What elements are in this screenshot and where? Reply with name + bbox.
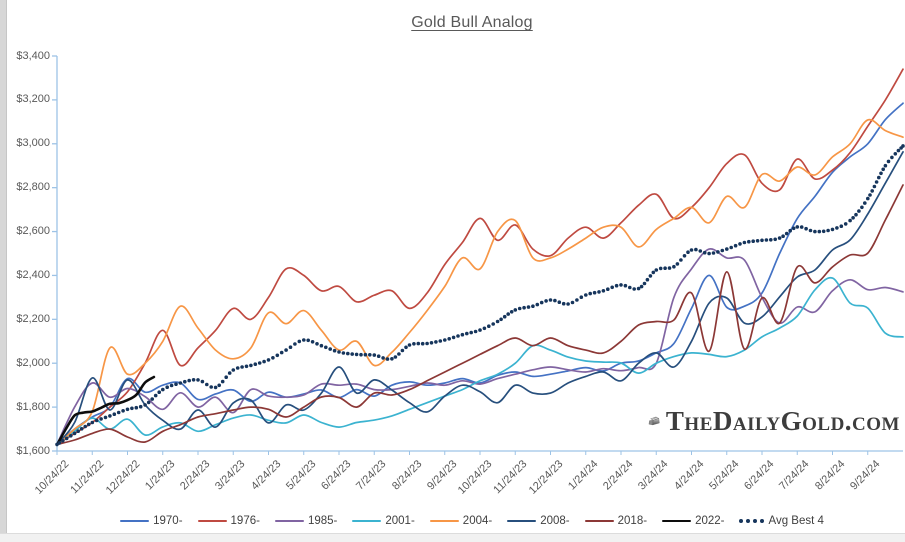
- legend-label: 1985-: [307, 515, 338, 527]
- chart-title: Gold Bull Analog: [411, 14, 533, 31]
- y-axis-label: $2,800: [16, 181, 50, 194]
- legend-line-swatch: [274, 519, 304, 523]
- window-left-edge: [0, 0, 7, 541]
- series-2001-: [56, 276, 904, 446]
- series-1970-: [56, 102, 904, 446]
- legend-label: 2008-: [540, 515, 570, 527]
- legend-line-swatch: [429, 519, 459, 523]
- y-axis-label: $2,000: [16, 356, 50, 369]
- y-axis-label: $2,200: [16, 312, 50, 325]
- legend-item-avg-best-4: Avg Best 4: [739, 515, 824, 527]
- legend-label: 1976-: [230, 515, 260, 527]
- window-bottom-edge: [0, 533, 905, 542]
- y-axis-label: $3,200: [16, 93, 50, 106]
- legend-line-swatch: [352, 519, 382, 523]
- series-1976-: [56, 68, 904, 446]
- series-2018-: [56, 184, 904, 446]
- legend-label: 2022-: [695, 515, 725, 527]
- series-avg-best-4: [55, 144, 905, 447]
- legend-item-2022-: 2022-: [662, 515, 724, 527]
- y-axis-label: $2,600: [16, 225, 50, 238]
- watermark-logo: TheDailyGold.com: [648, 398, 900, 444]
- legend-label: 1970-: [153, 515, 183, 527]
- legend-line-swatch: [584, 519, 614, 523]
- y-axis-label: $3,400: [16, 49, 50, 62]
- legend-line-swatch: [120, 519, 150, 523]
- y-axis-label: $2,400: [16, 268, 50, 281]
- legend-item-2018-: 2018-: [584, 515, 648, 527]
- series-2022-: [55, 375, 156, 447]
- series-2004-: [56, 118, 904, 446]
- y-axis-label: $3,000: [16, 137, 50, 150]
- chart-legend: 1970- 1976- 1985- 2001- 2004- 2008- 2018- 2022-…: [57, 511, 887, 531]
- legend-item-1970-: 1970-: [120, 515, 183, 527]
- legend-line-swatch: [662, 519, 692, 523]
- legend-label: 2001-: [385, 515, 415, 527]
- legend-item-1985-: 1985-: [274, 515, 338, 527]
- legend-item-2008-: 2008-: [507, 515, 570, 527]
- legend-line-swatch: [197, 519, 227, 523]
- logo-text: TheDailyGold.com: [665, 405, 900, 436]
- legend-label: 2018-: [617, 515, 648, 527]
- legend-label: 2004-: [462, 515, 493, 527]
- legend-line-swatch: [507, 519, 537, 523]
- gold-bar-icon: [648, 416, 660, 426]
- legend-item-2001-: 2001-: [352, 515, 415, 527]
- legend-item-1976-: 1976-: [197, 515, 260, 527]
- legend-label: Avg Best 4: [768, 515, 824, 527]
- y-axis-label: $1,800: [16, 400, 50, 413]
- legend-item-2004-: 2004-: [429, 515, 493, 527]
- y-axis-label: $1,600: [16, 444, 50, 457]
- legend-dots-swatch: [739, 519, 765, 523]
- series-2008-: [56, 151, 904, 446]
